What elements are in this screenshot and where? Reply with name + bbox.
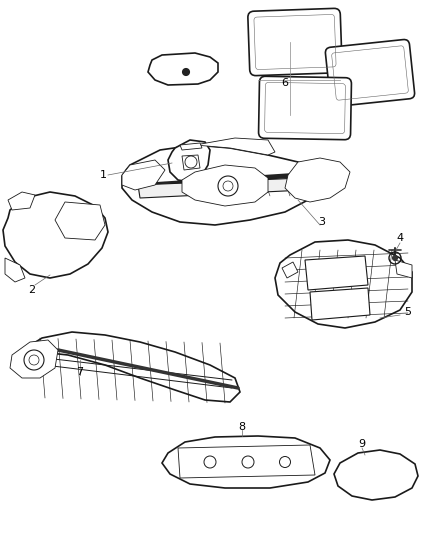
Polygon shape — [148, 53, 218, 85]
Text: 8: 8 — [238, 422, 246, 432]
Polygon shape — [195, 138, 275, 155]
Polygon shape — [10, 340, 58, 378]
Circle shape — [183, 69, 190, 76]
FancyBboxPatch shape — [258, 76, 351, 140]
Text: 5: 5 — [405, 307, 411, 317]
Polygon shape — [310, 288, 370, 320]
Polygon shape — [182, 155, 200, 170]
Polygon shape — [334, 450, 418, 500]
Text: 6: 6 — [282, 78, 289, 88]
Polygon shape — [122, 160, 165, 190]
Polygon shape — [138, 178, 305, 198]
Text: 3: 3 — [318, 217, 325, 227]
Text: 7: 7 — [77, 367, 84, 377]
Polygon shape — [122, 145, 318, 225]
Polygon shape — [168, 140, 210, 182]
Text: 2: 2 — [28, 285, 35, 295]
Polygon shape — [3, 192, 108, 278]
Polygon shape — [5, 258, 25, 282]
Text: 9: 9 — [358, 439, 366, 449]
Text: 4: 4 — [396, 233, 403, 243]
Polygon shape — [275, 240, 412, 328]
FancyBboxPatch shape — [325, 39, 415, 107]
Polygon shape — [180, 143, 202, 150]
Polygon shape — [282, 262, 298, 278]
FancyBboxPatch shape — [248, 9, 342, 76]
Circle shape — [392, 255, 398, 261]
Polygon shape — [395, 260, 412, 278]
Polygon shape — [182, 165, 268, 206]
Polygon shape — [55, 202, 105, 240]
Polygon shape — [12, 332, 240, 402]
Polygon shape — [162, 436, 330, 488]
Polygon shape — [285, 158, 350, 202]
Polygon shape — [305, 256, 368, 290]
Polygon shape — [8, 192, 35, 210]
Text: 1: 1 — [99, 170, 106, 180]
Polygon shape — [178, 445, 315, 478]
